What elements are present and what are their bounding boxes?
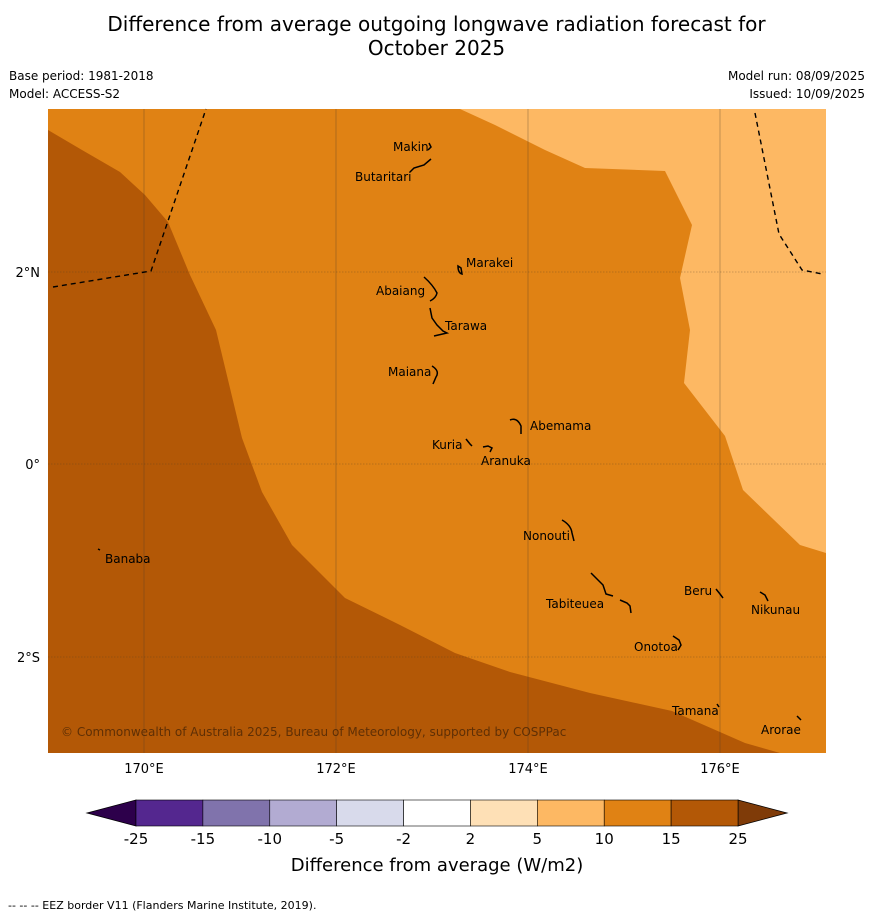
eez-footnote: -- -- -- EEZ border V11 (Flanders Marine… — [8, 899, 317, 912]
lat-tick-label: 2°S — [17, 651, 40, 666]
place-label: Banaba — [105, 552, 151, 566]
place-label: Nikunau — [751, 603, 800, 617]
island-marakei — [457, 264, 463, 276]
island-abemama — [509, 418, 522, 434]
colorbar-segment — [537, 799, 605, 827]
island-aranuka — [482, 445, 494, 453]
island-banaba — [97, 548, 101, 551]
lon-tick-labels: 170°E 172°E 174°E 176°E — [124, 762, 740, 777]
colorbar-segment — [336, 799, 404, 827]
island-nikunau — [759, 591, 769, 602]
place-labels: Makin Butaritari Marakei Abaiang Tarawa … — [105, 140, 801, 737]
island-tamana — [716, 703, 720, 708]
lon-tick-label: 172°E — [316, 762, 356, 777]
place-label: Nonouti — [523, 529, 570, 543]
colorbar-tick-label: 25 — [728, 830, 747, 848]
lon-tick-label: 170°E — [124, 762, 164, 777]
colorbar-tick-label: -15 — [191, 830, 216, 848]
colorbar-tick-labels: -25 -15 -10 -5 -2 2 5 10 15 25 — [124, 830, 748, 848]
place-label: Onotoa — [634, 640, 678, 654]
place-label: Tabiteuea — [545, 597, 604, 611]
place-label: Maiana — [388, 365, 431, 379]
base-period: Base period: 1981-2018 — [9, 69, 154, 83]
colorbar-segment — [269, 799, 337, 827]
lat-tick-labels: 2°N 0° 2°S — [16, 266, 41, 666]
place-label: Arorae — [761, 723, 801, 737]
colorbar-segment — [603, 799, 672, 827]
model-name: Model: ACCESS-S2 — [9, 87, 121, 101]
island-nonouti — [561, 519, 575, 542]
gridlines — [48, 109, 826, 753]
lon-tick-label: 174°E — [508, 762, 548, 777]
island-makin — [427, 142, 432, 151]
colorbar-tick-label: 10 — [595, 830, 614, 848]
colorbar-tick-label: -25 — [124, 830, 149, 848]
place-label: Tarawa — [444, 319, 487, 333]
eez-borders — [52, 108, 823, 288]
colorbar-tick-label: 5 — [533, 830, 543, 848]
title-line-2: October 2025 — [367, 36, 506, 60]
lat-tick-label: 0° — [25, 458, 40, 473]
island-butaritari — [409, 158, 432, 173]
band-5-10 — [460, 109, 826, 553]
colorbar-tick-label: -2 — [396, 830, 411, 848]
forecast-map: Makin Butaritari Marakei Abaiang Tarawa … — [16, 108, 826, 876]
island-abaiang — [423, 276, 438, 302]
title-line-1: Difference from average outgoing longwav… — [107, 12, 766, 36]
place-label: Aranuka — [481, 454, 531, 468]
lat-tick-label: 2°N — [16, 266, 41, 281]
lon-tick-label: 176°E — [700, 762, 740, 777]
colorbar-under-arrow — [85, 799, 137, 827]
colorbar-segment — [135, 799, 204, 827]
colorbar-segment — [670, 799, 739, 827]
island-tabiteuea-north — [590, 572, 614, 597]
island-tabiteuea-south — [619, 599, 632, 614]
place-label: Makin — [393, 140, 429, 154]
place-label: Beru — [684, 584, 712, 598]
island-beru — [715, 588, 724, 599]
copyright-notice: © Commonwealth of Australia 2025, Bureau… — [61, 725, 566, 739]
meta-left: Base period: 1981-2018 Model: ACCESS-S2 — [9, 67, 154, 103]
colorbar-tick-label: -10 — [258, 830, 283, 848]
colorbar-tick-label: -5 — [329, 830, 344, 848]
place-label: Butaritari — [355, 170, 412, 184]
colorbar-segment — [470, 799, 538, 827]
place-label: Tamana — [671, 704, 719, 718]
island-tarawa — [429, 307, 450, 337]
eez-border-east — [754, 112, 823, 275]
colorbar — [85, 799, 789, 827]
island-onotoa — [672, 635, 682, 651]
island-arorae — [796, 715, 802, 721]
island-maiana — [431, 365, 439, 385]
colorbar-tick-label: 15 — [662, 830, 681, 848]
colorbar-tick-label: 2 — [466, 830, 476, 848]
band-15-25 — [48, 130, 780, 753]
anomaly-field — [48, 109, 826, 753]
colorbar-segment — [202, 799, 271, 827]
place-label: Marakei — [466, 256, 513, 270]
islands — [97, 142, 802, 721]
place-label: Abemama — [530, 419, 591, 433]
colorbar-over-arrow — [737, 799, 789, 827]
map-title: Difference from average outgoing longwav… — [0, 12, 873, 60]
place-label: Abaiang — [376, 284, 425, 298]
eez-border-west — [52, 108, 207, 288]
colorbar-segment — [403, 799, 471, 827]
island-kuria — [465, 438, 473, 447]
meta-right: Model run: 08/09/2025 Issued: 10/09/2025 — [728, 67, 865, 103]
colorbar-label: Difference from average (W/m2) — [291, 855, 583, 876]
issued-date: Issued: 10/09/2025 — [749, 87, 865, 101]
place-label: Kuria — [432, 438, 463, 452]
model-run: Model run: 08/09/2025 — [727, 69, 865, 83]
